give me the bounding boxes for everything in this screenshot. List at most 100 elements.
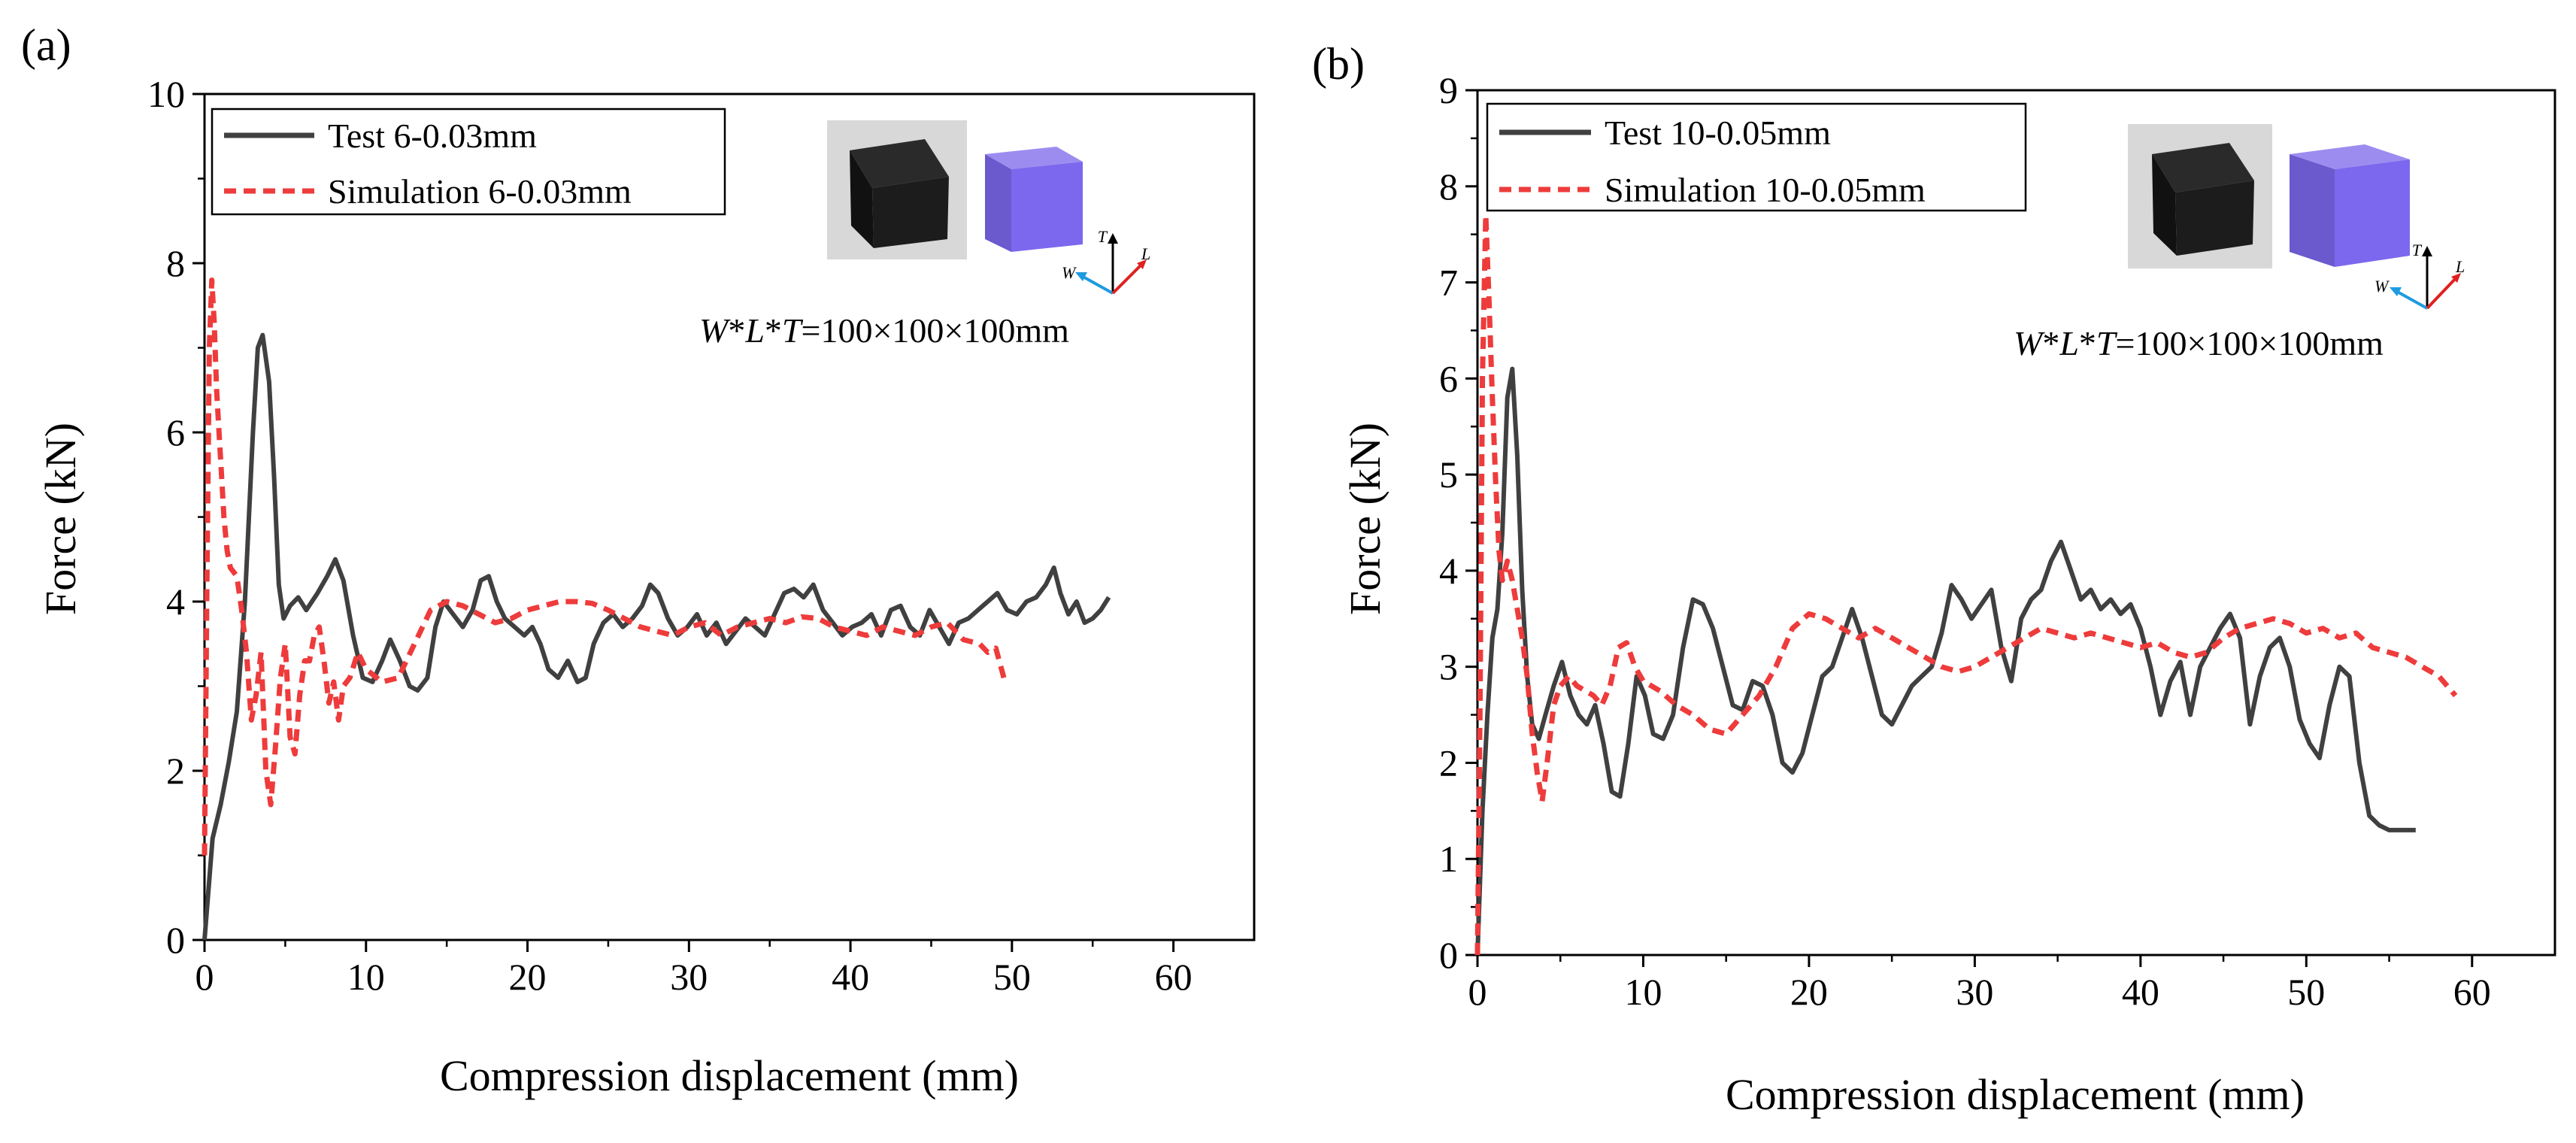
panel-a-series-simulation-line: [202, 277, 1007, 856]
panel-b-legend-label-simulation: Simulation 10-0.05mm: [1605, 171, 1926, 209]
panel-b-triad-l-label: L: [2455, 257, 2465, 276]
panel-a-x-tick-label: 30: [670, 956, 708, 998]
panel-a-legend: Test 6-0.03mm Simulation 6-0.03mm: [211, 108, 726, 216]
panel-a-triad-w-head: [1075, 272, 1087, 281]
panel-b-label: (b): [1312, 39, 1365, 89]
panel-a-honeycomb-front: [872, 177, 949, 248]
panel-a-dim-l: L: [744, 311, 765, 350]
panel-b-x-tick-label: 20: [1790, 971, 1828, 1013]
panel-a-x-ticks: 0 10 20 30 40 50 60: [195, 940, 1193, 998]
panel-b-x-tick-label: 60: [2453, 971, 2491, 1013]
panel-a-legend-label-test: Test 6-0.03mm: [328, 117, 537, 155]
panel-b-dim-l: L: [2059, 324, 2079, 362]
panel-a-y-axis-label: Force (kN): [36, 423, 85, 615]
panel-b-axis-triad: T L W: [2374, 241, 2465, 310]
panel-b-triad-l-head: [2451, 273, 2461, 283]
panel-b-x-tick-label: 10: [1624, 971, 1662, 1013]
panel-a-x-tick-label: 10: [347, 956, 385, 998]
panel-a-series-test-line: [202, 332, 1111, 941]
panel-b-y-tick-label: 8: [1439, 165, 1458, 208]
panel-b-dim-rest: =100×100×100mm: [2116, 324, 2384, 362]
panel-a-y-ticks: 0 2 4 6 8 10: [147, 73, 205, 961]
panel-b-y-tick-label: 9: [1439, 69, 1458, 111]
panel-b-triad-w-head: [2390, 287, 2402, 296]
panel-b-y-ticks: 0 1 2 3 4 5 6 7 8 9: [1439, 69, 1477, 976]
panel-a-honeycomb-top: [850, 139, 949, 188]
panel-b-y-tick-label: 4: [1439, 550, 1458, 592]
panel-b-y-tick-label: 0: [1439, 934, 1458, 976]
panel-a-triad-w-arrow: [1078, 273, 1114, 295]
panel-a-series-group: [202, 277, 1111, 941]
panel-b-dim-t: T: [2096, 324, 2118, 362]
panel-a-dimension-text: W*L*T=100×100×100mm: [699, 311, 1069, 350]
panel-a-inset-model: [985, 147, 1083, 252]
panel-a-triad-l-head: [1137, 259, 1147, 269]
panel-a-triad-t-head: [1108, 233, 1118, 244]
panel-a-model-front: [1011, 162, 1083, 252]
panel-a-triad-l-arrow: [1111, 262, 1144, 295]
panel-a-dim-rest: =100×100×100mm: [802, 311, 1070, 350]
panel-a-x-tick-label: 0: [195, 956, 214, 998]
panel-b-honeycomb-top: [2152, 143, 2254, 193]
panel-b-triad-w-arrow: [2393, 288, 2428, 310]
panel-a-triad-w-label: W: [1062, 263, 1077, 282]
panel-b-x-ticks: 0 10 20 30 40 50 60: [1468, 955, 2491, 1013]
panel-b-legend-label-test: Test 10-0.05mm: [1605, 114, 1831, 152]
panel-b-x-tick-label: 0: [1468, 971, 1487, 1013]
panel-b-triad-w-label: W: [2374, 277, 2390, 296]
panel-a-y-tick-label: 2: [166, 750, 185, 792]
panel-b-y-tick-label: 5: [1439, 453, 1458, 496]
panel-b-y-tick-label: 1: [1439, 838, 1458, 880]
panel-a-y-tick-label: 10: [147, 73, 185, 115]
panel-b-series-simulation-line: [1474, 212, 2458, 956]
panel-a-axis-triad: T L W: [1062, 227, 1150, 295]
panel-b-model-top: [2290, 144, 2410, 169]
panel-a-x-tick-label: 40: [832, 956, 869, 998]
panel-b-x-tick-label: 50: [2287, 971, 2325, 1013]
panel-a-x-tick-label: 60: [1155, 956, 1193, 998]
panel-b-y-tick-label: 7: [1439, 262, 1458, 304]
panel-a-dim-w: W: [699, 311, 731, 350]
panel-b-series-group: [1474, 212, 2458, 956]
panel-a-dim-t: T: [782, 311, 804, 350]
panel-b-dim-w: W: [2014, 324, 2045, 362]
panel-a-label: (a): [21, 20, 71, 70]
panel-b-inset-model: [2290, 144, 2410, 267]
panel-a-plot-frame: [203, 92, 1256, 941]
panel-b: (b) 0 10 20 30 40 50 60 0 1 2 3 4 5 6 7 8 9 Compression…: [1312, 39, 2556, 1119]
panel-b-y-tick-label: 2: [1439, 741, 1458, 784]
panel-b-dim-star-1: *: [2042, 324, 2059, 362]
panel-b-triad-t-head: [2422, 246, 2432, 256]
panel-b-model-front: [2335, 159, 2410, 267]
panel-b-honeycomb-left: [2152, 154, 2177, 256]
panel-b-x-tick-label: 30: [1956, 971, 1993, 1013]
panel-b-dim-star-2: *: [2079, 324, 2096, 362]
panel-a-y-tick-label: 8: [166, 242, 185, 284]
panel-a-triad-t-label: T: [1098, 227, 1108, 246]
panel-a-x-axis-label: Compression displacement (mm): [440, 1051, 1019, 1100]
panel-b-dimension-text: W*L*T=100×100×100mm: [2014, 324, 2384, 362]
panel-b-honeycomb-front: [2175, 180, 2254, 256]
panel-a-y-tick-label: 0: [166, 919, 185, 961]
panel-a-model-top: [985, 147, 1083, 169]
panel-b-triad-l-arrow: [2426, 275, 2459, 310]
panel-a: (a) 0 10 20 30 40 50 60 0 2 4 6 8 10 Compression di…: [21, 20, 1256, 1100]
panel-a-y-tick-label: 4: [166, 581, 185, 623]
panel-a-x-tick-label: 20: [509, 956, 547, 998]
panel-a-y-tick-label: 6: [166, 411, 185, 453]
panel-a-triad-l-label: L: [1141, 244, 1150, 263]
panel-a-inset-photo: [827, 120, 967, 259]
panel-b-model-left: [2290, 154, 2335, 267]
panel-b-legend: Test 10-0.05mm Simulation 10-0.05mm: [1486, 102, 2027, 212]
panel-a-legend-box: [211, 108, 726, 216]
panel-a-x-tick-label: 50: [993, 956, 1031, 998]
panel-b-triad-t-label: T: [2412, 241, 2423, 259]
panel-a-honeycomb-left: [850, 150, 874, 248]
panel-b-y-axis-label: Force (kN): [1341, 423, 1390, 615]
panel-b-legend-box: [1486, 102, 2027, 212]
panel-b-y-tick-label: 6: [1439, 357, 1458, 399]
panel-a-model-left: [985, 154, 1011, 252]
panel-b-inset-photo: [2128, 124, 2272, 268]
panel-a-dim-star-2: *: [765, 311, 782, 350]
